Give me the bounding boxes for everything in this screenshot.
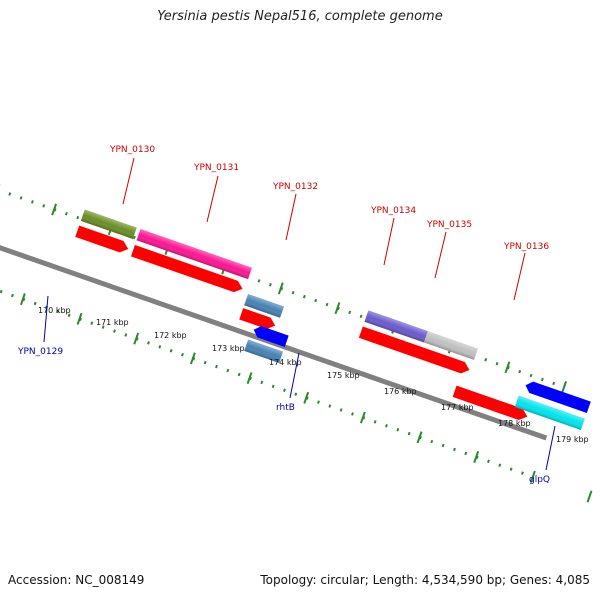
gene-label-ypn-0132[interactable]: YPN_0132	[272, 182, 318, 192]
tick-mark	[189, 352, 196, 365]
genome-stats-label: Topology: circular; Length: 4,534,590 bp…	[260, 573, 590, 587]
tick-mark	[76, 312, 83, 325]
gene-label-ypn-0134[interactable]: YPN_0134	[370, 206, 416, 216]
tick-mark	[359, 411, 366, 424]
tick-mark	[19, 293, 26, 306]
genome-backbone	[0, 212, 548, 441]
leader-line	[43, 295, 49, 343]
tick-mark	[529, 470, 536, 483]
feature-red-5[interactable]	[452, 385, 530, 423]
tick-label: 176 kbp	[384, 387, 417, 396]
tick-mark	[277, 282, 284, 295]
feature-red-1[interactable]	[75, 225, 130, 255]
tick-mark	[416, 431, 423, 444]
tick-label: 171 kbp	[96, 318, 129, 327]
bevel-overlay	[80, 209, 585, 430]
tick-mark	[303, 391, 310, 404]
tick-mark	[586, 490, 593, 503]
tick-label: 173 kbp	[212, 344, 245, 353]
tick-mark	[561, 381, 568, 394]
leader-line	[383, 217, 395, 266]
tick-label: 174 kbp	[269, 358, 302, 367]
leader-line	[513, 252, 526, 301]
tick-mark	[473, 451, 480, 464]
tick-mark	[334, 302, 341, 315]
tick-mark	[504, 361, 511, 374]
tick-label: 177 kbp	[441, 403, 474, 412]
gene-label-ypn-0130[interactable]: YPN_0130	[109, 145, 155, 155]
map-title: Yersinia pestis Nepal516, complete genom…	[157, 9, 443, 24]
leader-line	[206, 175, 219, 223]
feature-blue-glpq[interactable]	[524, 380, 591, 413]
upper-gene-labels: YPN_0130 YPN_0131 YPN_0132 YPN_0134 YPN_…	[109, 145, 549, 301]
tick-label: 172 kbp	[154, 331, 187, 340]
feature-red-2[interactable]	[130, 245, 244, 294]
leader-line	[289, 352, 300, 399]
gene-label-rhtb[interactable]: rhtB	[276, 403, 295, 413]
feature-red-3[interactable]	[239, 308, 277, 331]
leader-line	[285, 193, 297, 241]
gene-label-glpq[interactable]: glpQ	[529, 475, 550, 485]
feature-red-4[interactable]	[358, 326, 472, 375]
feature-blue-rhtb[interactable]	[252, 324, 289, 347]
gene-label-ypn-0131[interactable]: YPN_0131	[193, 163, 239, 173]
leader-line	[122, 157, 135, 205]
tick-labels: 170 kbp 171 kbp 172 kbp 173 kbp 174 kbp …	[38, 306, 589, 444]
gene-label-ypn-0129[interactable]: YPN_0129	[17, 347, 63, 357]
tick-label: 179 kbp	[556, 435, 589, 444]
tick-label: 178 kbp	[498, 419, 531, 428]
tick-mark	[51, 203, 58, 216]
leader-line	[434, 231, 447, 279]
accession-label: Accession: NC_008149	[8, 573, 145, 587]
tick-label: 175 kbp	[327, 371, 360, 380]
tick-mark	[246, 372, 253, 385]
tick-mark	[133, 332, 140, 345]
lower-gene-labels: YPN_0129 rhtB glpQ	[17, 295, 556, 485]
gene-label-ypn-0135[interactable]: YPN_0135	[426, 220, 472, 230]
leader-line	[545, 425, 556, 471]
tick-label: 170 kbp	[38, 306, 71, 315]
gene-label-ypn-0136[interactable]: YPN_0136	[503, 242, 549, 252]
